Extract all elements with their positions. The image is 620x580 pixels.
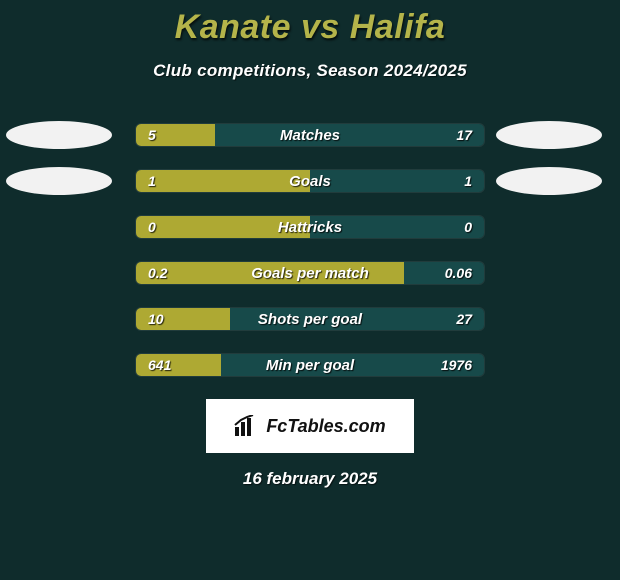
stat-bar-left xyxy=(136,216,310,238)
stat-bar-right xyxy=(404,262,484,284)
comparison-card: Kanate vs Halifa Club competitions, Seas… xyxy=(0,0,620,580)
player-avatar-left xyxy=(6,121,112,149)
brand-label: FcTables.com xyxy=(266,416,385,437)
stat-bar: 11Goals xyxy=(135,169,485,193)
stat-bar-right xyxy=(215,124,484,146)
stat-bar-right xyxy=(230,308,484,330)
stat-row: 517Matches xyxy=(0,123,620,147)
player-avatar-right xyxy=(496,121,602,149)
player-avatar-left xyxy=(6,167,112,195)
stat-row: 0.20.06Goals per match xyxy=(0,261,620,285)
stat-bar-right xyxy=(310,170,484,192)
stat-row: 11Goals xyxy=(0,169,620,193)
stat-rows: 517Matches 11Goals 00Hattricks 0.20.06Goals… xyxy=(0,123,620,377)
subtitle: Club competitions, Season 2024/2025 xyxy=(0,61,620,81)
page-title: Kanate vs Halifa xyxy=(0,0,620,47)
stat-bar-right xyxy=(310,216,484,238)
stat-row: 1027Shots per goal xyxy=(0,307,620,331)
stat-bar-right xyxy=(221,354,484,376)
stat-row: 00Hattricks xyxy=(0,215,620,239)
stat-bar-left xyxy=(136,262,404,284)
brand-badge[interactable]: FcTables.com xyxy=(206,399,414,453)
stat-bar: 517Matches xyxy=(135,123,485,147)
chart-icon xyxy=(234,415,260,437)
stat-row: 6411976Min per goal xyxy=(0,353,620,377)
stat-bar-left xyxy=(136,170,310,192)
stat-bar: 6411976Min per goal xyxy=(135,353,485,377)
player-avatar-right xyxy=(496,167,602,195)
date-label: 16 february 2025 xyxy=(0,469,620,489)
stat-bar-left xyxy=(136,308,230,330)
stat-bar: 0.20.06Goals per match xyxy=(135,261,485,285)
stat-bar: 1027Shots per goal xyxy=(135,307,485,331)
stat-bar-left xyxy=(136,124,215,146)
stat-bar-left xyxy=(136,354,221,376)
stat-bar: 00Hattricks xyxy=(135,215,485,239)
